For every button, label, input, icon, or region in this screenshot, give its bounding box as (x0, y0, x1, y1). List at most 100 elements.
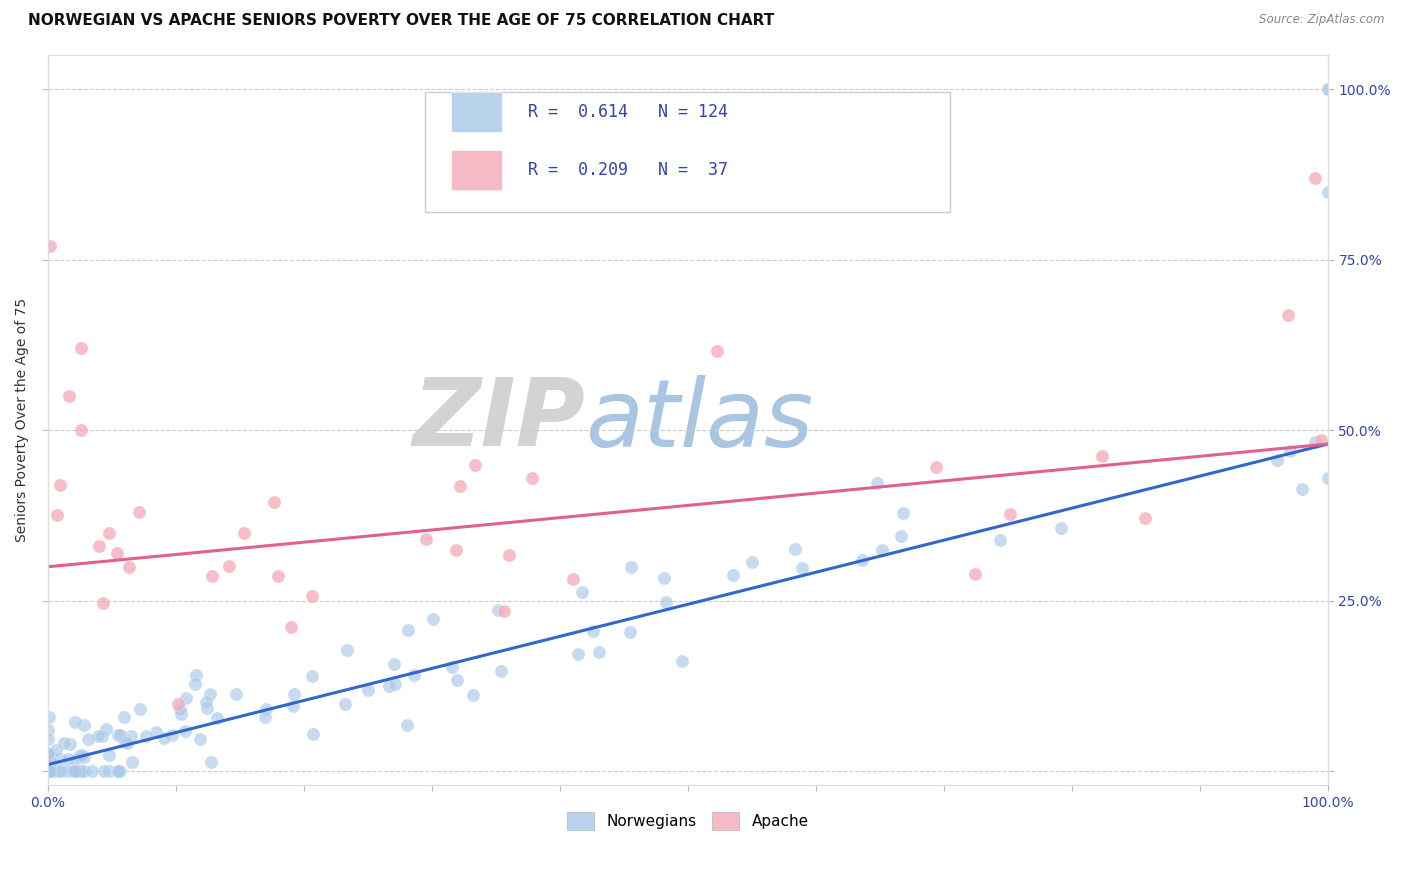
Point (449, 479, 471, 493)
Point (70, 748, 93, 763)
Point (56, 764, 79, 779)
Point (1310, 433, 1333, 447)
Point (69, 342, 91, 356)
Point (866, 476, 889, 491)
Point (1303, 435, 1326, 450)
FancyBboxPatch shape (426, 92, 950, 212)
Point (792, 561, 814, 575)
Point (444, 542, 467, 557)
Point (652, 571, 675, 585)
Point (69, 764, 91, 778)
Point (283, 687, 305, 701)
Point (1135, 511, 1157, 525)
Point (446, 673, 468, 687)
Point (38, 747, 60, 762)
Point (39, 764, 62, 779)
Point (422, 612, 444, 626)
Point (205, 711, 228, 725)
Point (65, 753, 87, 767)
Point (486, 603, 509, 617)
Point (98, 748, 121, 763)
Point (38, 239, 60, 253)
Point (121, 755, 143, 769)
Point (655, 595, 678, 609)
Point (263, 494, 285, 508)
Point (77, 731, 100, 746)
Point (63, 714, 86, 729)
Point (128, 702, 150, 716)
Point (567, 647, 589, 661)
Point (333, 697, 356, 711)
Point (44, 764, 66, 779)
Point (39, 755, 62, 769)
Text: R =  0.614   N = 124: R = 0.614 N = 124 (527, 103, 728, 121)
Point (619, 624, 641, 639)
Point (174, 690, 197, 705)
Point (301, 669, 323, 683)
Point (1090, 450, 1112, 464)
Point (107, 764, 129, 779)
Point (37, 755, 59, 769)
Point (56, 752, 79, 766)
Point (200, 755, 222, 769)
Point (94, 723, 117, 737)
Point (115, 736, 138, 750)
Text: atlas: atlas (585, 375, 814, 466)
Point (494, 604, 516, 618)
Point (67, 749, 90, 764)
Point (671, 654, 693, 668)
Point (925, 460, 948, 475)
Y-axis label: Seniors Poverty Over the Age of 75: Seniors Poverty Over the Age of 75 (15, 298, 30, 542)
Point (619, 560, 641, 574)
Point (62, 764, 84, 778)
Point (200, 687, 222, 701)
Point (135, 729, 157, 743)
Point (1050, 520, 1073, 534)
Text: NORWEGIAN VS APACHE SENIORS POVERTY OVER THE AGE OF 75 CORRELATION CHART: NORWEGIAN VS APACHE SENIORS POVERTY OVER… (28, 13, 775, 29)
Text: R =  0.209   N =  37: R = 0.209 N = 37 (527, 161, 728, 179)
Point (117, 559, 139, 574)
Point (301, 727, 323, 741)
Point (1303, 170, 1326, 185)
FancyBboxPatch shape (451, 150, 502, 190)
Point (80, 764, 103, 779)
Point (174, 723, 197, 738)
Point (49, 752, 72, 766)
Point (721, 568, 744, 582)
Point (37, 732, 59, 747)
Point (301, 589, 323, 603)
Point (233, 525, 256, 540)
Point (38, 710, 60, 724)
Point (498, 549, 520, 563)
Legend: Norwegians, Apache: Norwegians, Apache (561, 806, 815, 836)
Point (107, 728, 129, 742)
Point (890, 529, 912, 543)
Point (336, 643, 359, 657)
Point (395, 718, 418, 732)
Point (195, 701, 218, 715)
Point (38, 764, 60, 779)
Point (183, 677, 205, 691)
Point (108, 728, 131, 742)
Point (42, 764, 65, 779)
Point (963, 567, 986, 582)
Point (396, 623, 419, 637)
Point (162, 728, 184, 742)
Point (402, 668, 425, 682)
Point (280, 620, 302, 634)
Point (37, 764, 59, 779)
Point (91, 729, 114, 743)
Point (86, 729, 108, 743)
Point (38, 764, 60, 779)
Point (72, 764, 94, 779)
Point (97, 764, 120, 779)
Point (70, 423, 93, 437)
Point (53, 736, 76, 750)
Point (1316, 471, 1339, 485)
Point (66, 764, 89, 779)
Text: ZIP: ZIP (412, 374, 585, 467)
Point (872, 543, 894, 558)
Point (267, 568, 290, 582)
Point (891, 507, 914, 521)
Point (169, 701, 191, 715)
